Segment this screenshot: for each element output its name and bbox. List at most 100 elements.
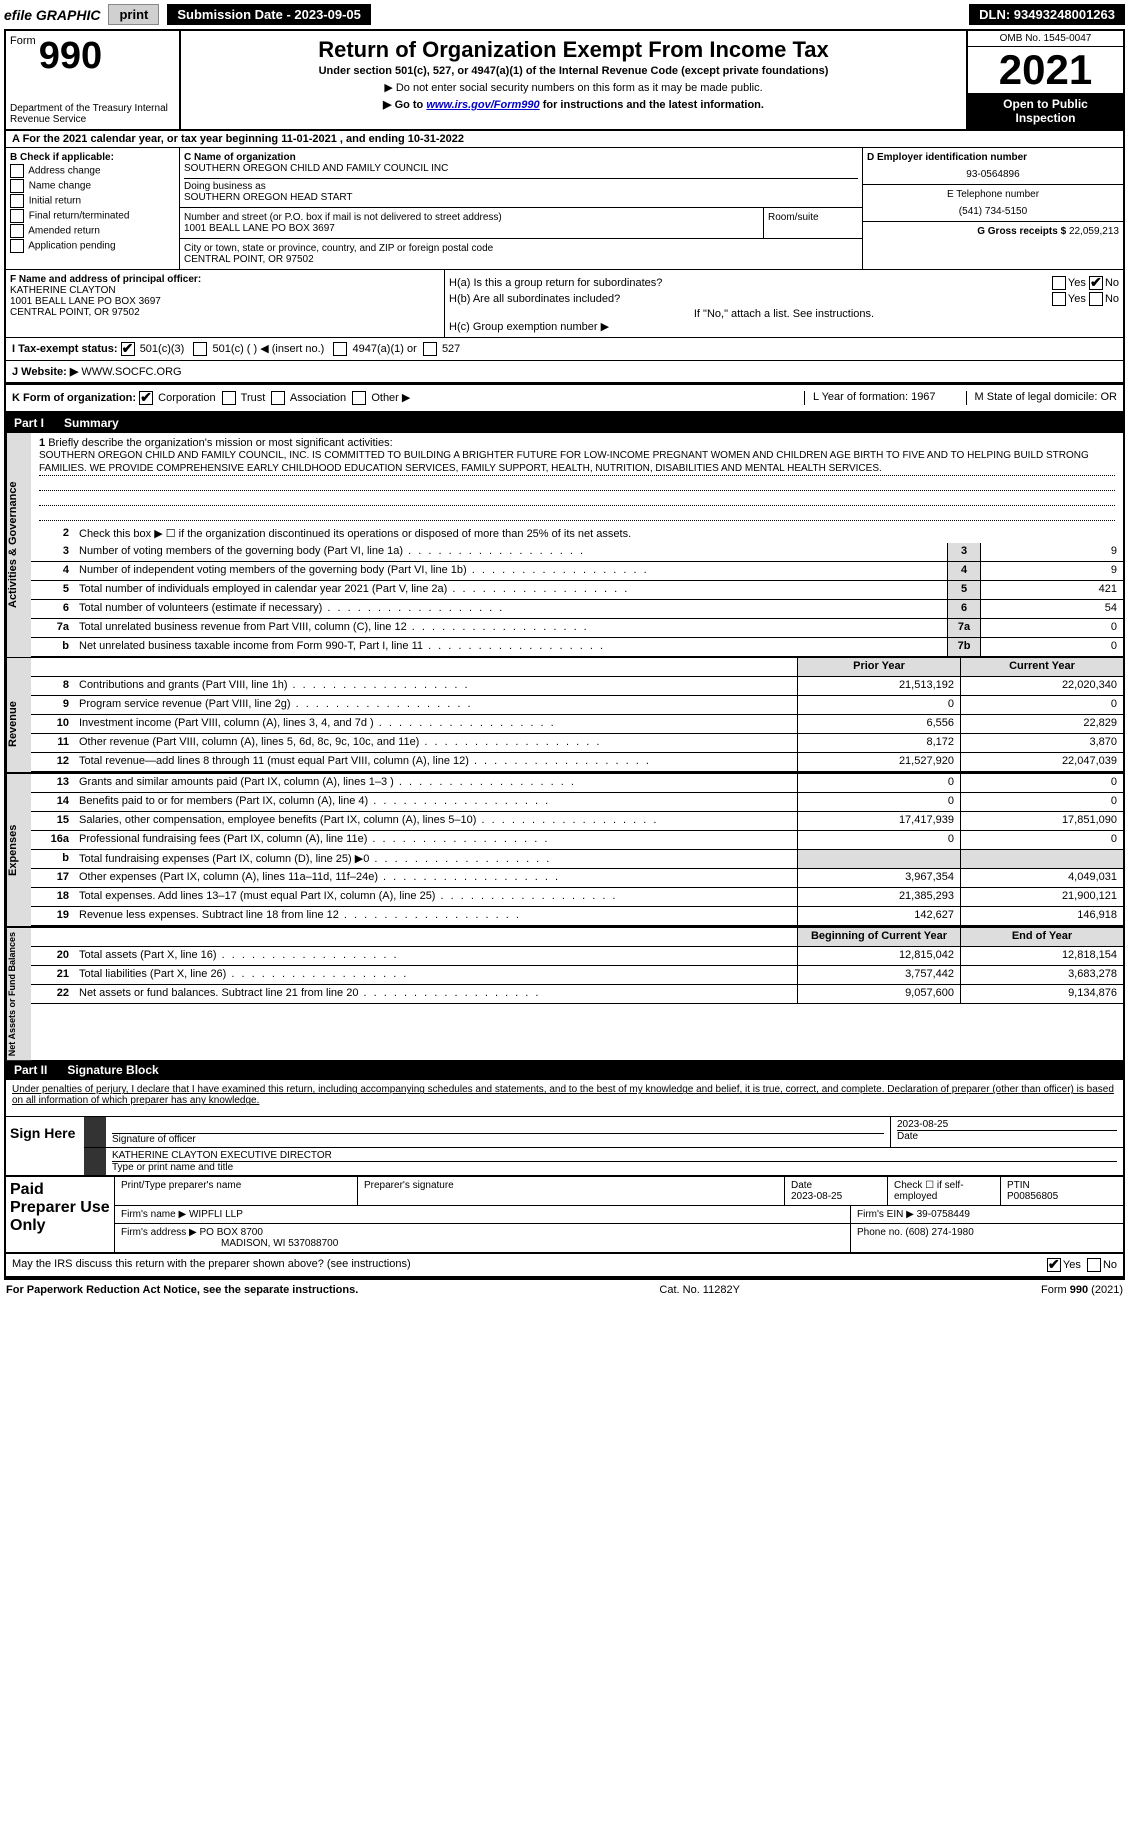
firm-addr-label: Firm's address ▶ [121, 1227, 197, 1238]
cb-name-change[interactable]: Name change [10, 179, 175, 193]
hb-yesno[interactable]: Yes No [1052, 292, 1119, 306]
col-f: F Name and address of principal officer:… [6, 270, 445, 337]
tax-status-label: I Tax-exempt status: [12, 343, 118, 355]
arrow-icon-2 [84, 1148, 106, 1175]
cb-other[interactable] [352, 391, 366, 405]
firm-addr: PO BOX 8700 [200, 1227, 263, 1238]
sig-name: KATHERINE CLAYTON EXECUTIVE DIRECTOR [112, 1150, 1117, 1161]
line-21: 21Total liabilities (Part X, line 26)3,7… [31, 966, 1123, 985]
line-6: 6Total number of volunteers (estimate if… [31, 600, 1123, 619]
hb-note: If "No," attach a list. See instructions… [449, 308, 1119, 320]
prep-h2: Preparer's signature [358, 1177, 785, 1205]
tax-year: 2021 [968, 47, 1123, 93]
ein-label: D Employer identification number [867, 152, 1119, 163]
gross: 22,059,213 [1069, 226, 1119, 237]
row-i: I Tax-exempt status: 501(c)(3) 501(c) ( … [6, 338, 1123, 361]
cb-assoc[interactable] [271, 391, 285, 405]
dln: DLN: 93493248001263 [969, 4, 1125, 25]
mission-block: 1 Briefly describe the organization's mi… [31, 433, 1123, 525]
efile-label: efile GRAPHIC [4, 7, 100, 23]
line-5: 5Total number of individuals employed in… [31, 581, 1123, 600]
officer-addr2: CENTRAL POINT, OR 97502 [10, 307, 440, 318]
cb-address-change[interactable]: Address change [10, 164, 175, 178]
part1-title: Summary [64, 416, 119, 430]
submission-date: Submission Date - 2023-09-05 [167, 4, 371, 25]
open-public: Open to Public Inspection [968, 93, 1123, 129]
firm-label: Firm's name ▶ [121, 1209, 186, 1220]
line-4: 4Number of independent voting members of… [31, 562, 1123, 581]
gross-label: G Gross receipts $ [977, 226, 1066, 237]
cb-final-return[interactable]: Final return/terminated [10, 209, 175, 223]
irs-link[interactable]: www.irs.gov/Form990 [426, 99, 539, 111]
part2-label: Part II [14, 1063, 47, 1077]
firm-ein-label: Firm's EIN ▶ [857, 1209, 914, 1220]
line-10: 10Investment income (Part VIII, column (… [31, 715, 1123, 734]
line-9: 9Program service revenue (Part VIII, lin… [31, 696, 1123, 715]
state-domicile: M State of legal domicile: OR [966, 391, 1117, 405]
line-b: bTotal fundraising expenses (Part IX, co… [31, 850, 1123, 869]
side-spacer [6, 658, 31, 677]
form-org-label: K Form of organization: [12, 392, 136, 404]
prep-h1: Print/Type preparer's name [115, 1177, 358, 1205]
cb-trust[interactable] [222, 391, 236, 405]
line1-label: Briefly describe the organization's miss… [48, 437, 392, 449]
col-b: B Check if applicable: Address change Na… [6, 148, 180, 269]
hc-label: H(c) Group exemption number ▶ [449, 320, 1119, 333]
line-7a: 7aTotal unrelated business revenue from … [31, 619, 1123, 638]
sig-date-label: Date [897, 1130, 1117, 1142]
omb: OMB No. 1545-0047 [968, 31, 1123, 47]
prep-h4[interactable]: Check ☐ if self-employed [888, 1177, 1001, 1205]
opt-trust: Trust [241, 392, 266, 404]
col-d: D Employer identification number 93-0564… [862, 148, 1123, 269]
line-19: 19Revenue less expenses. Subtract line 1… [31, 907, 1123, 926]
website-label: J Website: ▶ [12, 366, 78, 378]
opt-501c3: 501(c)(3) [140, 343, 185, 355]
firm-ein: 39-0758449 [917, 1209, 970, 1220]
firm-phone: (608) 274-1980 [905, 1227, 973, 1238]
sig-date: 2023-08-25 [897, 1119, 1117, 1130]
cb-corp[interactable] [139, 391, 153, 405]
website-url[interactable]: WWW.SOCFC.ORG [81, 366, 181, 378]
opt-corp: Corporation [158, 392, 215, 404]
dept-label: Department of the Treasury Internal Reve… [10, 103, 175, 125]
opt-assoc: Association [290, 392, 346, 404]
room-label: Room/suite [764, 208, 862, 238]
ha-yesno[interactable]: Yes No [1052, 276, 1119, 290]
line-3: 3Number of voting members of the governi… [31, 543, 1123, 562]
form-number: 990 [39, 35, 102, 77]
prep-h3: Date [791, 1180, 812, 1191]
cb-501c[interactable] [193, 342, 207, 356]
footer-mid: Cat. No. 11282Y [659, 1284, 740, 1296]
city: CENTRAL POINT, OR 97502 [184, 254, 858, 265]
part1-header: Part I Summary [6, 413, 1123, 433]
line-17: 17Other expenses (Part IX, column (A), l… [31, 869, 1123, 888]
sig-name-label: Type or print name and title [112, 1161, 1117, 1173]
line-b: bNet unrelated business taxable income f… [31, 638, 1123, 657]
col-c: C Name of organization SOUTHERN OREGON C… [180, 148, 862, 269]
prep-ptin: P00856805 [1007, 1191, 1058, 1202]
main-title: Return of Organization Exempt From Incom… [187, 37, 960, 63]
side-expenses: Expenses [6, 774, 31, 926]
cb-initial-return[interactable]: Initial return [10, 194, 175, 208]
firm-name: WIPFLI LLP [189, 1209, 243, 1220]
line-8: 8Contributions and grants (Part VIII, li… [31, 677, 1123, 696]
sign-here-label: Sign Here [6, 1117, 84, 1175]
cb-amended-return[interactable]: Amended return [10, 224, 175, 238]
print-button[interactable]: print [108, 4, 159, 25]
cb-4947[interactable] [333, 342, 347, 356]
mission-text: SOUTHERN OREGON CHILD AND FAMILY COUNCIL… [39, 449, 1115, 476]
line-2: 2Check this box ▶ ☐ if the organization … [31, 525, 1123, 543]
cb-501c3[interactable] [121, 342, 135, 356]
end-year-header: End of Year [960, 928, 1123, 946]
firm-phone-label: Phone no. [857, 1227, 903, 1238]
cb-application-pending[interactable]: Application pending [10, 239, 175, 253]
discuss-yesno[interactable]: Yes No [1047, 1258, 1117, 1272]
warning: ▶ Do not enter social security numbers o… [187, 81, 960, 94]
col-h: H(a) Is this a group return for subordin… [445, 270, 1123, 337]
officer-addr1: 1001 BEALL LANE PO BOX 3697 [10, 296, 440, 307]
current-year-header: Current Year [960, 658, 1123, 676]
cb-527[interactable] [423, 342, 437, 356]
line-12: 12Total revenue—add lines 8 through 11 (… [31, 753, 1123, 772]
col-b-header: B Check if applicable: [10, 152, 175, 163]
part2-title: Signature Block [67, 1063, 158, 1077]
